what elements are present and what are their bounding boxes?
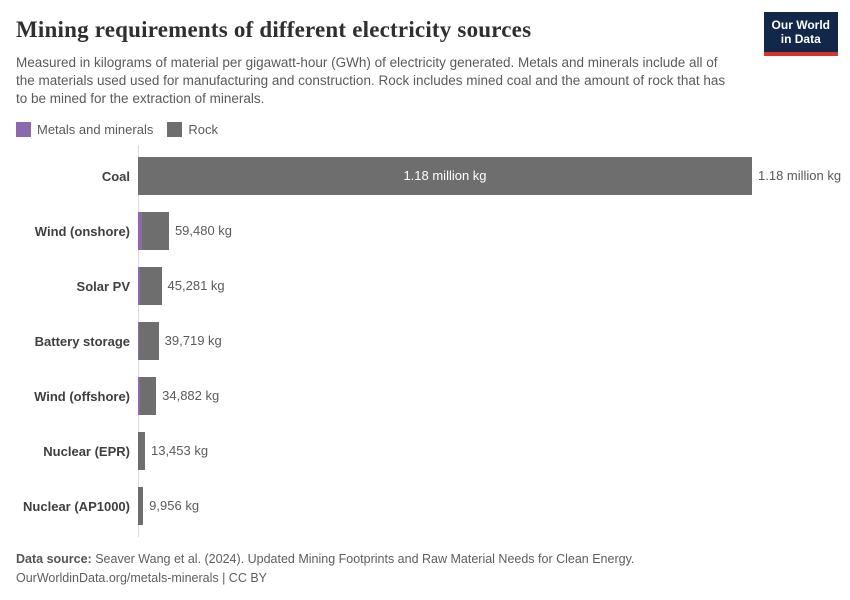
- category-label: Nuclear (AP1000): [23, 498, 130, 514]
- chart-row: Wind (onshore) 59,480 kg: [16, 204, 834, 259]
- category-label: Coal: [101, 168, 130, 184]
- chart-row: Nuclear (AP1000) 9,956 kg: [16, 479, 834, 534]
- owid-logo-line1: Our World: [771, 18, 830, 32]
- data-source-label: Data source:: [16, 551, 92, 566]
- chart-row: Wind (offshore) 34,882 kg: [16, 369, 834, 424]
- bar-segment: [138, 322, 140, 361]
- bar-area: 39,719 kg: [138, 322, 834, 361]
- bar-area: 45,281 kg: [138, 267, 834, 306]
- bar-area: 34,882 kg: [138, 377, 834, 416]
- bar-segment: [139, 322, 159, 361]
- legend-label: Metals and minerals: [37, 121, 154, 137]
- bar-segment: [138, 212, 143, 251]
- bar-value-label: 59,480 kg: [174, 223, 233, 239]
- bar-wind-onshore[interactable]: [138, 212, 169, 251]
- bar-area: 13,453 kg: [138, 432, 834, 471]
- bar-value-label: 13,453 kg: [150, 443, 209, 459]
- license-line: OurWorldinData.org/metals-minerals | CC …: [16, 570, 268, 585]
- bar-segment: [138, 267, 140, 306]
- bar-wind-offshore[interactable]: [138, 377, 157, 416]
- legend-item-0[interactable]: Metals and minerals: [16, 121, 154, 137]
- category-label: Battery storage: [34, 333, 130, 349]
- bar-nuclear-epr[interactable]: [138, 432, 145, 471]
- legend-swatch-icon: [167, 121, 183, 137]
- chart-footer: Data source: Seaver Wang et al. (2024). …: [16, 550, 834, 588]
- owid-logo-line2: in Data: [780, 32, 821, 47]
- bar-value-label: 39,719 kg: [164, 333, 222, 349]
- bar-chart: Coal 1.18 million kg 1.18 million kg Wind (…: [16, 144, 841, 537]
- legend-item-1[interactable]: Rock: [167, 121, 218, 137]
- category-label: Wind (offshore): [34, 388, 130, 404]
- data-source-line: Data source: Seaver Wang et al. (2024). …: [16, 550, 834, 569]
- chart-row: Battery storage 39,719 kg: [16, 314, 834, 369]
- category-label: Nuclear (EPR): [43, 443, 130, 459]
- category-label: Wind (onshore): [34, 223, 130, 239]
- bar-value-label: 9,956 kg: [149, 498, 200, 514]
- page-title: Mining requirements of different electri…: [16, 17, 532, 42]
- bar-nuclear-ap1000[interactable]: [138, 487, 144, 526]
- chart-legend: Metals and minerals Rock: [16, 121, 834, 137]
- legend-swatch-icon: [16, 121, 31, 137]
- data-source-text: Seaver Wang et al. (2024). Updated Minin…: [91, 551, 635, 566]
- bar-coal[interactable]: 1.18 million kg: [138, 157, 752, 196]
- chart-subtitle: Measured in kilograms of material per gi…: [16, 54, 726, 106]
- chart-row: Solar PV 45,281 kg: [16, 259, 834, 314]
- bar-value-label: 45,281 kg: [167, 278, 225, 294]
- category-label: Solar PV: [76, 278, 130, 294]
- chart-row: Nuclear (EPR) 13,453 kg: [16, 424, 834, 479]
- bar-segment: [138, 377, 141, 416]
- bar-value-label: 34,882 kg: [162, 388, 220, 404]
- bar-segment: [139, 267, 162, 306]
- legend-label: Rock: [188, 121, 218, 137]
- owid-logo[interactable]: Our World in Data: [763, 12, 838, 56]
- bar-segment: [140, 377, 157, 416]
- bar-area: 1.18 million kg 1.18 million kg: [138, 157, 842, 196]
- bar-area: 59,480 kg: [138, 212, 834, 251]
- bar-value-label: 1.18 million kg: [758, 168, 842, 184]
- bar-segment: [138, 157, 752, 196]
- bar-segment: [142, 212, 169, 251]
- bar-area: 9,956 kg: [138, 487, 834, 526]
- bar-segment: [138, 487, 144, 526]
- bar-battery-storage[interactable]: [138, 322, 159, 361]
- bar-segment: [138, 432, 145, 471]
- bar-solar-pv[interactable]: [138, 267, 162, 306]
